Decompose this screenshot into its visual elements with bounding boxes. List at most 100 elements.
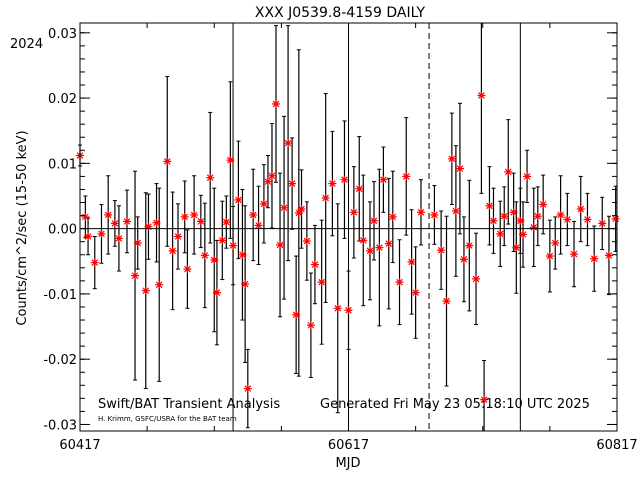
data-point <box>297 205 306 214</box>
x-axis-label: MJD <box>335 456 360 471</box>
data-point <box>317 278 326 287</box>
data-point <box>288 179 297 188</box>
data-point <box>328 179 337 188</box>
data-point <box>384 239 393 248</box>
axes: -0.03 -0.02 -0.01 0.00 0.01 0.02 0.03 60417 6061… <box>43 22 638 453</box>
data-point <box>430 210 439 219</box>
data-point <box>355 184 364 193</box>
data-point <box>183 265 192 274</box>
data-point <box>222 218 231 227</box>
data-point <box>451 207 460 216</box>
data-point <box>141 286 150 295</box>
credit-note: H. Krimm, GSFC/USRA for the BAT team <box>98 415 237 423</box>
data-point <box>370 216 379 225</box>
data-point <box>333 304 342 313</box>
data-point <box>144 222 153 231</box>
data-point <box>563 215 572 224</box>
chart-title: XXX J0539.8-4159 DAILY <box>255 5 426 21</box>
data-point <box>206 173 215 182</box>
data-point <box>379 175 388 184</box>
data-point <box>81 212 90 221</box>
y-tick-label: -0.02 <box>43 353 77 368</box>
x-tick-label: 60417 <box>59 438 100 453</box>
generated-timestamp: Generated Fri May 23 05:18:10 UTC 2025 <box>320 397 590 412</box>
data-point <box>263 177 272 186</box>
data-point <box>512 243 521 252</box>
data-point <box>496 229 505 238</box>
data-point <box>556 210 565 219</box>
data-point <box>402 172 411 181</box>
data-point <box>190 210 199 219</box>
data-point <box>504 167 513 176</box>
data-point <box>84 232 93 241</box>
data-point <box>218 236 227 245</box>
data-point <box>272 99 281 108</box>
data-point <box>131 271 140 280</box>
data-point <box>447 154 456 163</box>
y-tick-label: 0.01 <box>48 157 77 172</box>
data-point <box>590 254 599 263</box>
y-tick-label: -0.01 <box>43 288 77 303</box>
data-point <box>226 156 235 165</box>
data-point <box>611 214 620 223</box>
y-tick-label: 0.03 <box>48 27 77 42</box>
data-point <box>241 280 250 289</box>
data-point <box>545 252 554 261</box>
data-point <box>280 203 289 212</box>
data-point <box>472 274 481 283</box>
data-point <box>114 234 123 243</box>
data-point <box>152 218 161 227</box>
data-point <box>229 241 238 250</box>
data-point <box>598 219 607 228</box>
data-point <box>174 232 183 241</box>
data-point <box>509 208 518 217</box>
data-point <box>122 217 131 226</box>
data-point <box>212 288 221 297</box>
data-point <box>519 230 528 239</box>
data-point <box>455 164 464 173</box>
data-point <box>97 229 106 238</box>
data-point <box>388 212 397 221</box>
data-point <box>200 251 209 260</box>
x-tick-label: 60617 <box>328 438 369 453</box>
data-point <box>155 280 164 289</box>
data-point <box>276 240 285 249</box>
data-point <box>570 250 579 259</box>
data-point <box>407 257 416 266</box>
analysis-label: Swift/BAT Transient Analysis <box>98 397 280 412</box>
data-point <box>254 221 263 230</box>
data-point <box>310 260 319 269</box>
data-point <box>442 297 451 306</box>
data-point <box>551 238 560 247</box>
data-point <box>340 175 349 184</box>
y-tick-label: 0.02 <box>48 92 77 107</box>
data-point <box>489 216 498 225</box>
y-tick-label: -0.03 <box>43 418 77 433</box>
data-point <box>104 210 113 219</box>
data-point <box>292 310 301 319</box>
data-point <box>302 237 311 246</box>
data-point <box>294 208 303 217</box>
y-tick-label: 0.00 <box>48 223 77 238</box>
data-point <box>359 236 368 245</box>
data-point <box>411 288 420 297</box>
data-point <box>180 212 189 221</box>
data-point <box>416 208 425 217</box>
data-point <box>259 199 268 208</box>
x-tick-label: 60817 <box>596 438 637 453</box>
data-point <box>267 171 276 180</box>
data-point <box>349 208 358 217</box>
year-label: 2024 <box>10 37 43 52</box>
data-point <box>284 139 293 148</box>
data-point <box>523 172 532 181</box>
data-point <box>110 219 119 228</box>
data-point <box>375 243 384 252</box>
data-point <box>465 241 474 250</box>
y-axis-label: Counts/cm^2/sec (15-50 keV) <box>15 130 30 325</box>
data-markers <box>76 91 620 404</box>
data-point <box>321 193 330 202</box>
data-point <box>533 212 542 221</box>
data-point <box>539 200 548 209</box>
data-point <box>583 215 592 224</box>
data-point <box>306 321 315 330</box>
